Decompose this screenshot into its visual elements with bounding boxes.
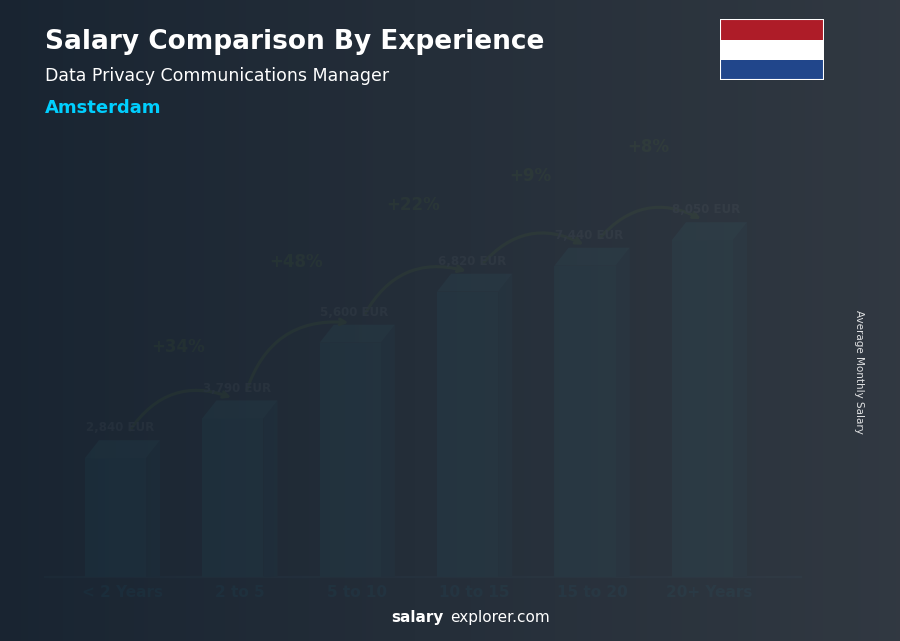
Polygon shape xyxy=(146,440,160,577)
Polygon shape xyxy=(616,248,630,577)
Text: Average Monthly Salary: Average Monthly Salary xyxy=(854,310,865,434)
Polygon shape xyxy=(320,325,395,343)
Polygon shape xyxy=(381,325,395,577)
Bar xyxy=(672,240,733,577)
Text: 6,820 EUR: 6,820 EUR xyxy=(437,254,506,268)
Text: 3,790 EUR: 3,790 EUR xyxy=(203,381,271,394)
Polygon shape xyxy=(264,401,277,577)
Polygon shape xyxy=(554,248,630,265)
Text: Salary Comparison By Experience: Salary Comparison By Experience xyxy=(45,29,544,55)
Text: salary: salary xyxy=(392,610,444,625)
Polygon shape xyxy=(437,274,512,292)
Text: 7,440 EUR: 7,440 EUR xyxy=(555,229,624,242)
Bar xyxy=(85,458,146,577)
Text: +48%: +48% xyxy=(269,253,322,271)
Bar xyxy=(320,343,381,577)
Polygon shape xyxy=(672,222,747,240)
Text: +22%: +22% xyxy=(386,196,440,213)
Text: Data Privacy Communications Manager: Data Privacy Communications Manager xyxy=(45,67,389,85)
Bar xyxy=(720,19,824,40)
Text: +8%: +8% xyxy=(627,138,669,156)
Text: 8,050 EUR: 8,050 EUR xyxy=(672,203,741,216)
Bar xyxy=(720,40,824,60)
Text: +9%: +9% xyxy=(509,167,552,185)
Polygon shape xyxy=(733,222,747,577)
Polygon shape xyxy=(202,401,277,419)
Text: 2,840 EUR: 2,840 EUR xyxy=(86,421,154,434)
Text: explorer.com: explorer.com xyxy=(450,610,550,625)
Bar xyxy=(202,419,264,577)
Text: Amsterdam: Amsterdam xyxy=(45,99,161,117)
Polygon shape xyxy=(498,274,512,577)
Text: 5,600 EUR: 5,600 EUR xyxy=(320,306,389,319)
Bar xyxy=(554,265,616,577)
Bar xyxy=(437,292,498,577)
Bar xyxy=(720,60,824,80)
Polygon shape xyxy=(85,440,160,458)
Text: +34%: +34% xyxy=(151,338,205,356)
